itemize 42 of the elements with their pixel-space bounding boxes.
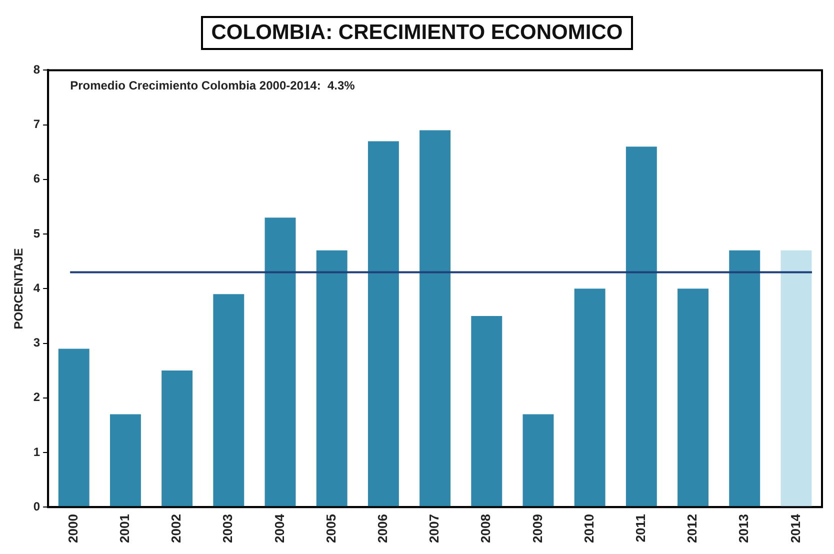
y-tick-label: 4: [33, 280, 40, 295]
bar: [471, 316, 502, 507]
x-tick-label: 2011: [632, 514, 648, 542]
x-tick-label: 2008: [478, 514, 494, 543]
x-tick-label: 2009: [530, 514, 545, 543]
x-tick-label: 2014: [788, 513, 803, 543]
y-tick-label: 5: [33, 226, 40, 240]
bar: [162, 370, 193, 507]
x-tick-label: 2001: [117, 514, 132, 543]
chart-title: COLOMBIA: CRECIMIENTO ECONOMICO: [201, 16, 633, 50]
bar: [264, 218, 296, 507]
bar: [780, 250, 812, 507]
annotation: Promedio Crecimiento Colombia 2000-2014: 4.3%: [70, 78, 356, 93]
x-tick-label: 2003: [220, 514, 236, 543]
bar: [626, 146, 657, 507]
bar: [678, 288, 708, 507]
y-tick-label: 6: [33, 172, 40, 186]
y-tick-label: 3: [33, 336, 40, 350]
bar: [574, 288, 606, 507]
y-tick-label: 0: [33, 499, 40, 514]
y-axis-title: PORCENTAJE: [12, 248, 26, 330]
bar: [213, 294, 244, 507]
bar: [522, 414, 554, 507]
y-tick-label: 7: [33, 117, 40, 132]
y-tick-label: 8: [33, 62, 40, 77]
bar: [110, 414, 141, 507]
x-tick-label: 2010: [581, 514, 596, 543]
x-tick-label: 2007: [426, 514, 442, 543]
bar: [420, 130, 451, 507]
x-tick-label: 2012: [684, 514, 700, 543]
x-tick-label: 2005: [323, 514, 338, 543]
y-tick-label: 2: [33, 390, 40, 404]
x-tick-label: 2000: [65, 514, 80, 543]
x-tick-label: 2006: [375, 514, 390, 543]
bar: [316, 250, 348, 507]
x-tick-label: 2013: [736, 514, 752, 543]
x-tick-label: 2004: [272, 513, 287, 543]
bar: [729, 250, 760, 507]
bar: [58, 348, 90, 507]
x-tick-label: 2002: [168, 514, 184, 543]
y-tick-label: 1: [33, 444, 40, 459]
bar: [368, 141, 399, 507]
